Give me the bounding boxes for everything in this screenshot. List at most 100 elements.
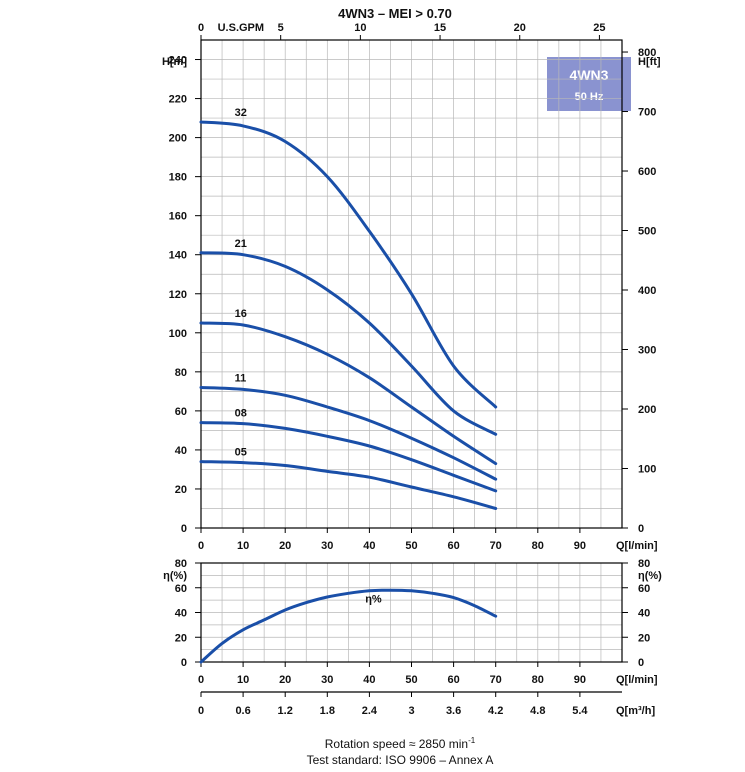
head-curve-16: [199, 321, 498, 466]
head-y-tick-label: 60: [175, 406, 187, 418]
head-x-tick-label: 50: [405, 540, 417, 552]
eff-y-tick-label: 40: [175, 608, 187, 620]
eff-x-tick-label: 60: [447, 674, 459, 686]
head-ft-tick-label: 200: [638, 404, 656, 416]
head-curve-11: [199, 386, 498, 481]
eff-y-tick-label: 0: [181, 657, 187, 669]
head-y-tick-label: 0: [181, 523, 187, 535]
chart-title: 4WN3 – MEI > 0.70: [338, 6, 452, 21]
head-curve-label-32: 32: [235, 107, 247, 119]
head-gpm-tick-label: 0: [198, 22, 204, 34]
head-curve-label-21: 21: [235, 238, 247, 250]
m3h-tick-label: 1.2: [278, 705, 293, 717]
m3h-tick-label: 0: [198, 705, 204, 717]
m3h-tick-label: 1.8: [320, 705, 335, 717]
eff-x-tick-label: 20: [279, 674, 291, 686]
m3h-tick-label: 5.4: [572, 705, 588, 717]
head-curve-label-11: 11: [235, 372, 247, 384]
head-ft-tick-label: 800: [638, 47, 656, 59]
eff-x-tick-label: 10: [237, 674, 249, 686]
head-x-axis-label: Q[l/min]: [616, 540, 658, 552]
head-y-tick-label: 80: [175, 367, 187, 379]
eff-curve-label: η%: [365, 594, 382, 606]
m3h-tick-label: 3: [408, 705, 414, 717]
head-x-tick-label: 70: [490, 540, 502, 552]
head-x-tick-label: 90: [574, 540, 586, 552]
head-x-tick-label: 0: [198, 540, 204, 552]
head-gpm-tick-label: 15: [434, 22, 446, 34]
eff-x-tick-label: 30: [321, 674, 333, 686]
head-gpm-tick-label: 25: [593, 22, 605, 34]
m3h-tick-label: 4.8: [530, 705, 545, 717]
head-plot: 020406080100120140160180200220240H[m]010…: [162, 22, 661, 552]
head-y-tick-label: 160: [169, 211, 187, 223]
eff-y-axis-label: η(%): [163, 570, 187, 582]
eff-y2-axis-label: η(%): [638, 570, 662, 582]
eff-y-tick-label: 20: [175, 632, 187, 644]
footer-rotation-speed: Rotation speed ≈ 2850 min-1: [325, 736, 476, 751]
head-ft-tick-label: 400: [638, 285, 656, 297]
head-gpm-tick-label: 10: [354, 22, 366, 34]
head-ft-tick-label: 0: [638, 523, 644, 535]
head-ft-tick-label: 700: [638, 107, 656, 119]
head-gpm-tick-label: 5: [278, 22, 284, 34]
head-x-tick-label: 40: [363, 540, 375, 552]
head-x-tick-label: 20: [279, 540, 291, 552]
head-y-tick-label: 200: [169, 133, 187, 145]
head-y-tick-label: 100: [169, 328, 187, 340]
head-ft-axis-label: H[ft]: [638, 56, 661, 68]
eff-x-tick-label: 90: [574, 674, 586, 686]
head-y-axis-label: H[m]: [162, 56, 187, 68]
head-x-tick-label: 30: [321, 540, 333, 552]
m3h-tick-label: 0.6: [235, 705, 250, 717]
eff-y-tick-label: 60: [175, 583, 187, 595]
head-x-tick-label: 60: [447, 540, 459, 552]
m3h-axis-label: Q[m³/h]: [616, 705, 655, 717]
eff-y2-tick-label: 20: [638, 632, 650, 644]
head-curve-08: [199, 421, 498, 493]
head-curve-21: [199, 251, 498, 436]
m3h-tick-label: 2.4: [362, 705, 378, 717]
head-y-tick-label: 120: [169, 289, 187, 301]
eff-y2-tick-label: 80: [638, 558, 650, 570]
head-ft-tick-label: 300: [638, 345, 656, 357]
eff-curve: [199, 588, 498, 664]
head-y-tick-label: 220: [169, 94, 187, 106]
model-badge-background: [547, 57, 631, 111]
head-y-tick-label: 180: [169, 172, 187, 184]
eff-x-tick-label: 50: [405, 674, 417, 686]
model-badge: 4WN3 50 Hz: [547, 57, 631, 111]
head-y-tick-label: 40: [175, 445, 187, 457]
head-curve-label-08: 08: [235, 408, 247, 420]
eff-y2-tick-label: 0: [638, 657, 644, 669]
head-y-tick-label: 240: [169, 55, 187, 67]
head-ft-tick-label: 500: [638, 226, 656, 238]
head-y-tick-label: 20: [175, 484, 187, 496]
eff-x-tick-label: 0: [198, 674, 204, 686]
head-y-tick-label: 140: [169, 250, 187, 262]
footer-rotation-speed-exponent: -1: [468, 736, 476, 745]
model-badge-name: 4WN3: [570, 67, 609, 83]
eff-x-tick-label: 70: [490, 674, 502, 686]
head-ft-tick-label: 600: [638, 166, 656, 178]
head-curve-32: [199, 120, 498, 409]
model-badge-frequency: 50 Hz: [575, 91, 604, 103]
eff-y-tick-label: 80: [175, 558, 187, 570]
head-curve-label-16: 16: [235, 308, 247, 320]
eff-y2-tick-label: 60: [638, 583, 650, 595]
head-curve-05: [199, 460, 498, 510]
m3h-tick-label: 3.6: [446, 705, 461, 717]
footer-test-standard: Test standard: ISO 9906 – Annex A: [307, 753, 494, 767]
head-x-tick-label: 80: [532, 540, 544, 552]
m3h-tick-label: 4.2: [488, 705, 503, 717]
head-ft-tick-label: 100: [638, 464, 656, 476]
head-gpm-tick-label: 20: [514, 22, 526, 34]
eff-x-axis-label: Q[l/min]: [616, 674, 658, 686]
footer-rotation-speed-text: Rotation speed ≈ 2850 min: [325, 737, 468, 751]
head-curve-label-05: 05: [235, 447, 247, 459]
eff-y2-tick-label: 40: [638, 608, 650, 620]
eff-x-tick-label: 40: [363, 674, 375, 686]
